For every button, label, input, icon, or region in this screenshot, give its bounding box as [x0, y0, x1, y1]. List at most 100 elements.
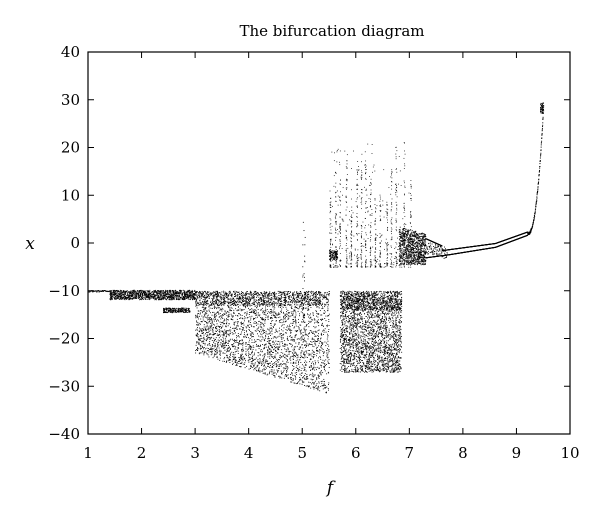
data-point-1821	[230, 310, 232, 312]
data-point-1465	[273, 349, 274, 351]
data-point-2481	[225, 362, 227, 363]
data-point-218	[190, 293, 192, 295]
data-point-4762	[291, 300, 292, 302]
data-point-3039	[268, 351, 270, 353]
data-point-3150	[259, 359, 261, 361]
data-point-2805	[268, 366, 270, 368]
data-point-2821	[257, 361, 259, 363]
data-point-1790	[220, 297, 222, 299]
data-point-4815	[315, 295, 317, 297]
data-point-3785	[272, 346, 274, 348]
data-point-3899	[303, 327, 305, 329]
data-point-4457	[273, 293, 275, 295]
data-point-1441	[173, 309, 175, 311]
data-point-3272	[265, 344, 267, 346]
data-point-504	[114, 295, 116, 297]
data-point-986	[131, 298, 133, 300]
data-point-3221	[310, 321, 312, 323]
data-point-2173	[273, 315, 275, 317]
data-point-2334	[259, 302, 261, 304]
data-point-748	[171, 294, 172, 296]
data-point-3539	[220, 301, 222, 303]
data-point-1308	[176, 311, 178, 312]
data-point-1179	[156, 297, 158, 299]
data-point-4906	[249, 300, 251, 301]
data-point-4285	[213, 304, 214, 306]
data-point-810	[120, 297, 121, 299]
data-point-3296	[233, 323, 235, 325]
data-point-2345	[274, 311, 276, 313]
data-point-3240	[281, 338, 283, 340]
data-point-2754	[226, 293, 228, 295]
data-point-834	[139, 294, 141, 296]
data-point-342	[135, 295, 137, 297]
data-point-1562	[224, 332, 226, 334]
data-point-898	[185, 298, 187, 299]
data-point-1113	[156, 291, 158, 293]
data-point-3763	[200, 346, 202, 348]
data-point-1075	[138, 290, 140, 291]
data-point-4811	[246, 293, 248, 295]
data-point-117	[128, 297, 130, 299]
data-point-1566	[292, 379, 294, 381]
data-point-3333	[260, 349, 262, 350]
data-point-105	[117, 293, 119, 295]
data-point-3586	[301, 357, 303, 358]
data-point-4370	[216, 300, 218, 302]
data-point-3958	[274, 347, 276, 349]
data-point-2084	[318, 350, 320, 352]
data-point-647	[160, 293, 162, 295]
data-point-910	[144, 298, 146, 300]
data-point-3313	[228, 306, 230, 308]
data-point-3357	[312, 338, 314, 340]
data-point-904	[191, 296, 193, 298]
data-point-3135	[213, 345, 215, 347]
data-point-4661	[303, 297, 305, 299]
data-point-1623	[306, 334, 307, 336]
data-point-3864	[270, 293, 272, 295]
data-point-4361	[313, 301, 315, 303]
data-point-3704	[249, 345, 251, 347]
data-point-2070	[313, 332, 314, 334]
data-point-2015	[286, 311, 288, 313]
data-point-4520	[235, 295, 236, 297]
data-point-2632	[249, 305, 251, 307]
data-point-2653	[320, 366, 322, 368]
data-point-3612	[217, 345, 219, 347]
data-point-791	[170, 295, 172, 297]
data-point-679	[149, 298, 151, 300]
data-point-3231	[223, 320, 225, 322]
data-point-3505	[218, 312, 220, 314]
data-point-3774	[310, 293, 312, 295]
data-point-1761	[283, 324, 285, 326]
data-point-1081	[189, 290, 191, 292]
data-point-251	[126, 291, 128, 293]
data-point-26	[108, 290, 111, 292]
data-point-3239	[324, 312, 325, 314]
data-point-2254	[268, 342, 270, 344]
data-point-2087	[258, 362, 260, 364]
data-point-4905	[256, 300, 258, 301]
data-point-2840	[211, 348, 213, 350]
data-point-3533	[199, 345, 201, 347]
data-point-2663	[198, 343, 200, 345]
data-point-1128	[116, 298, 118, 300]
data-point-1024	[173, 297, 175, 299]
data-point-4717	[267, 296, 269, 298]
data-point-4879	[316, 303, 318, 305]
data-point-3454	[312, 381, 314, 383]
data-point-4137	[222, 352, 224, 354]
data-point-1996	[261, 294, 263, 295]
data-point-1597	[301, 336, 303, 338]
data-point-322	[143, 293, 145, 294]
data-point-1420	[163, 308, 164, 310]
data-point-2619	[266, 309, 268, 310]
data-point-2413	[235, 308, 237, 310]
data-point-1626	[205, 308, 207, 310]
data-point-3988	[212, 302, 214, 304]
data-point-2157	[225, 333, 227, 334]
data-point-1394	[168, 308, 170, 310]
data-point-1039	[175, 291, 176, 293]
data-point-2236	[243, 336, 245, 338]
data-point-2362	[304, 344, 306, 346]
